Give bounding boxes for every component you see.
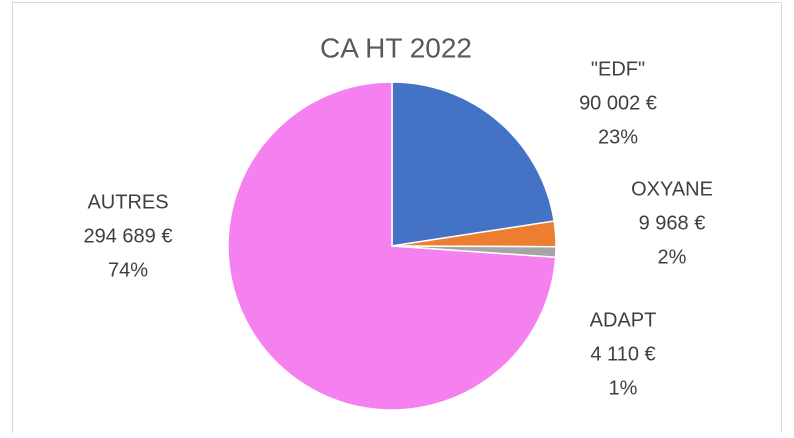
slice-label: "EDF" bbox=[591, 58, 645, 80]
value-label: 4 110 € bbox=[590, 343, 655, 365]
slice-label: ADAPT bbox=[590, 309, 657, 331]
percent-label: 74% bbox=[108, 259, 148, 281]
value-label: 9 968 € bbox=[639, 212, 706, 234]
chart-title: CA HT 2022 bbox=[320, 32, 472, 63]
value-label: 294 689 € bbox=[84, 225, 173, 247]
percent-label: 1% bbox=[609, 377, 638, 399]
slice-label: OXYANE bbox=[631, 178, 713, 200]
percent-label: 23% bbox=[598, 126, 638, 148]
pie-slice bbox=[227, 81, 557, 411]
value-label: 90 002 € bbox=[579, 92, 657, 114]
pie-slice bbox=[391, 81, 555, 247]
percent-label: 2% bbox=[658, 246, 687, 268]
slice-label: AUTRES bbox=[87, 191, 168, 213]
